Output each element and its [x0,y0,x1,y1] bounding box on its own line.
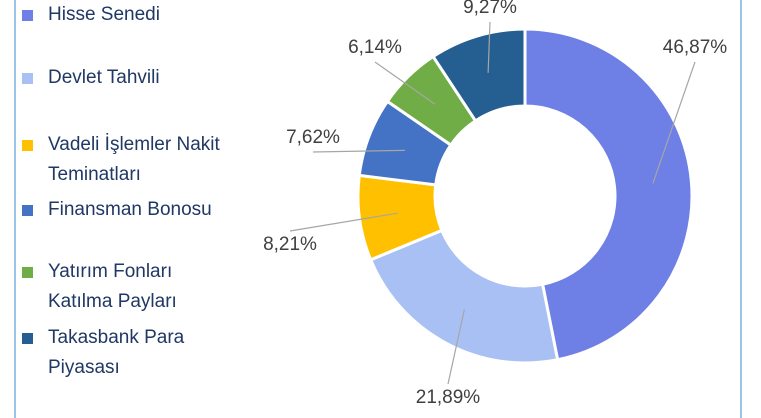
legend-swatch [22,140,33,151]
legend-item: Devlet Tahvili [22,63,278,93]
data-label: 9,27% [463,0,517,18]
legend-swatch [22,73,33,84]
legend-item: Yatırım Fonları Katılma Payları [22,257,230,317]
data-label: 8,21% [263,234,317,255]
leader-line [487,21,491,73]
donut-slice [523,27,694,362]
leader-line [447,309,465,385]
legend-label: Finansman Bonosu [48,199,212,220]
legend-label: Takasbank Para Piyasası [48,327,185,378]
leader-line [374,61,436,105]
legend-item: Hisse Senedi [22,0,278,30]
legend-item: Takasbank Para Piyasası [22,323,223,383]
legend-swatch [22,333,33,344]
frame [14,0,742,418]
legend-label: Yatırım Fonları Katılma Payları [48,261,177,312]
donut-slice [431,27,527,123]
leader-line [652,61,696,184]
leader-line [289,212,398,232]
legend-item: Vadeli İşlemler Nakit Teminatları [22,130,263,190]
data-label: 7,62% [286,127,340,148]
data-label: 6,14% [348,37,402,58]
legend-label: Devlet Tahvili [48,67,160,88]
legend-label: Hisse Senedi [48,4,160,25]
legend-swatch [22,205,33,216]
legend-item: Finansman Bonosu [22,195,278,225]
legend-swatch [22,267,33,278]
data-label: 46,87% [663,37,728,58]
data-label: 21,89% [416,387,481,408]
donut-slice [368,228,560,365]
leader-line [312,149,405,153]
legend-swatch [22,10,33,21]
legend-label: Vadeli İşlemler Nakit Teminatları [48,134,220,185]
